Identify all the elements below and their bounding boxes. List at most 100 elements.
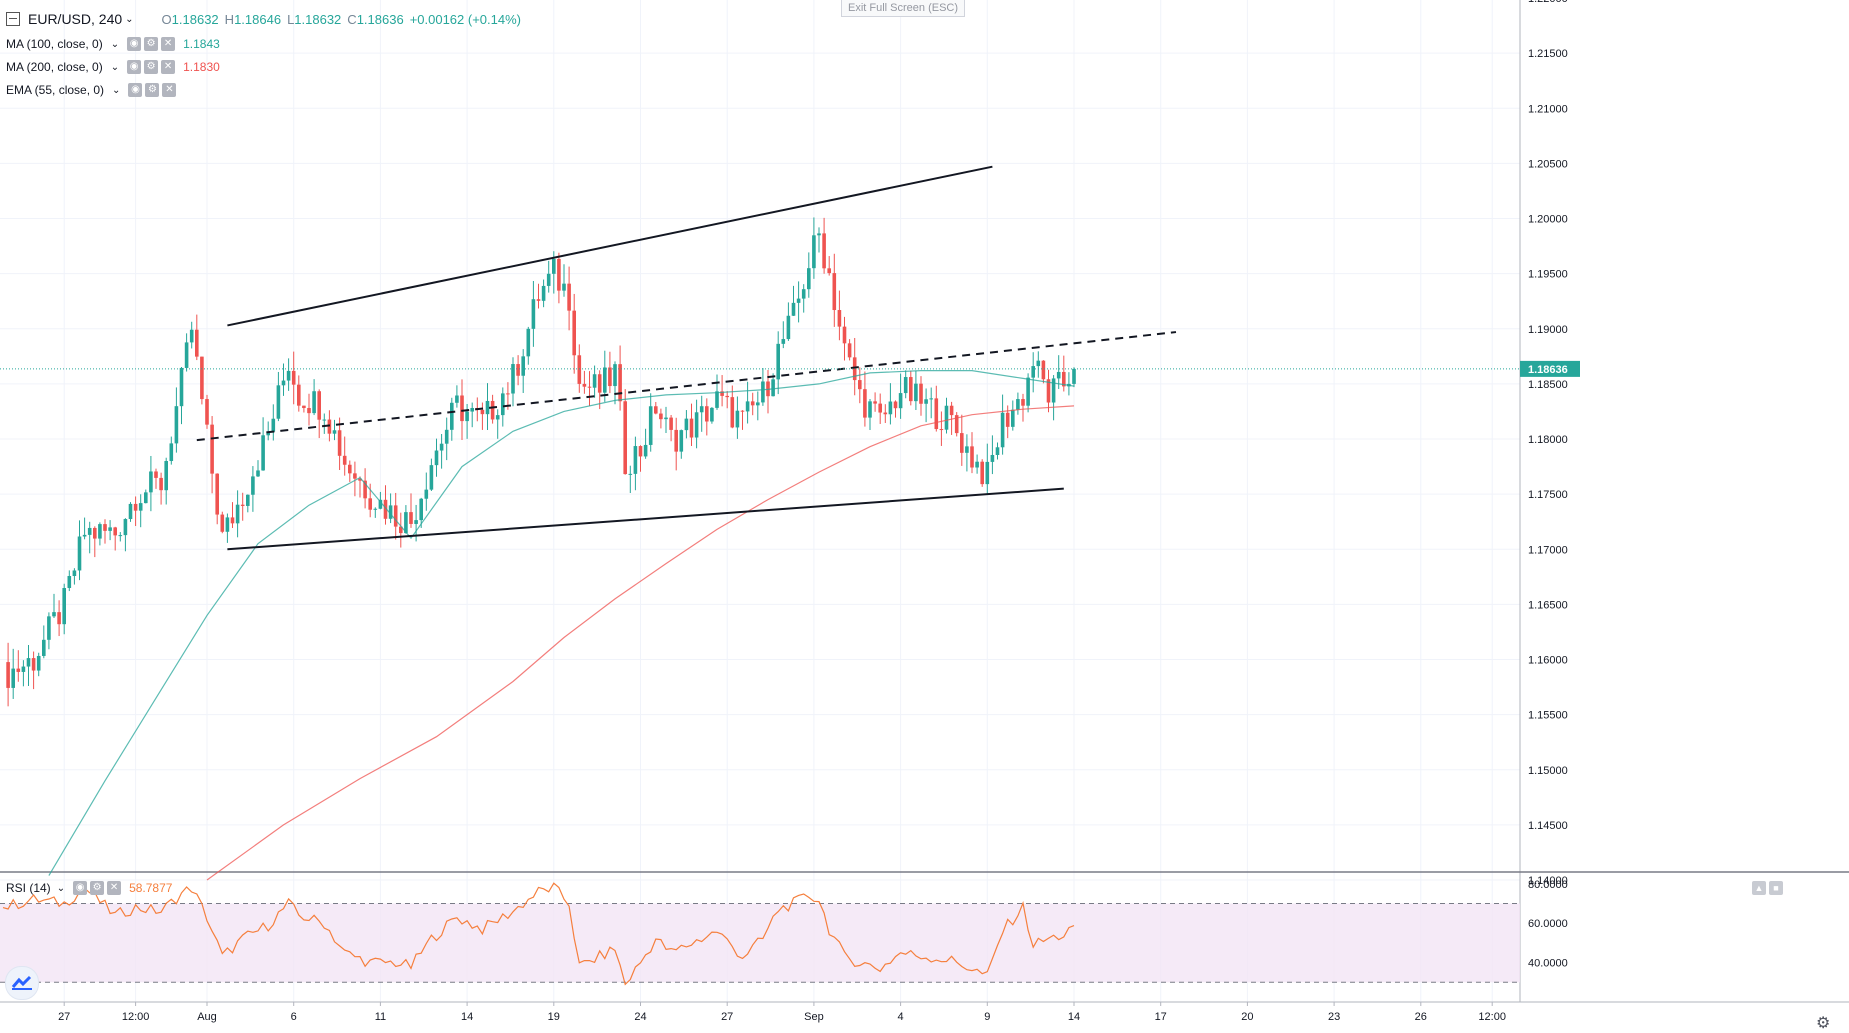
x-tick-label: 9: [984, 1011, 990, 1023]
candle-body: [144, 492, 148, 504]
candle-body: [654, 406, 658, 414]
candle-body: [761, 381, 765, 403]
candle-body: [970, 446, 974, 468]
candle-body: [949, 405, 954, 416]
candle-body: [531, 299, 536, 329]
chart-legend: EUR/USD , 240 ⌄ O1.18632 H1.18646 L1.186…: [0, 0, 760, 105]
candle-body: [266, 431, 270, 436]
candle-body: [31, 658, 36, 671]
candle-body: [1000, 412, 1005, 448]
gear-icon[interactable]: ⚙: [1816, 1015, 1831, 1032]
chevron-down-icon[interactable]: ⌄: [125, 13, 134, 25]
candle-body: [801, 289, 806, 299]
x-tick-label: 11: [375, 1011, 386, 1023]
candle-body: [863, 389, 867, 418]
rsi-tick-label: 40.0000: [1528, 958, 1568, 970]
eye-icon[interactable]: ◉: [127, 37, 142, 51]
indicator-ema55[interactable]: EMA (55, close, 0) ⌄ ◉ ⚙ ✕: [6, 81, 184, 99]
candle-body: [858, 380, 862, 390]
x-tick-label: 23: [1328, 1011, 1340, 1023]
close-icon[interactable]: ✕: [161, 60, 176, 74]
close-icon[interactable]: ✕: [162, 83, 177, 97]
settings-icon[interactable]: ⚙: [144, 60, 159, 74]
symbol-collapse-icon[interactable]: [6, 12, 20, 26]
chevron-down-icon[interactable]: ⌄: [110, 38, 120, 50]
candle-body: [674, 429, 678, 452]
candle-body: [903, 377, 908, 394]
candle-body: [450, 402, 454, 430]
rsi-value: 58.7877: [129, 881, 173, 895]
candle-body: [62, 587, 66, 625]
candle-body: [57, 612, 61, 625]
candle-body: [179, 367, 184, 407]
candle-body: [210, 424, 214, 474]
candle-body: [720, 391, 724, 396]
candle-body: [281, 380, 286, 386]
candle-body: [771, 379, 775, 397]
pane-up-icon[interactable]: ▲: [1752, 881, 1766, 895]
candle-body: [169, 443, 174, 462]
candle-body: [1011, 409, 1015, 427]
x-tick-label: 20: [1241, 1011, 1253, 1023]
indicator-ma200[interactable]: MA (200, close, 0) ⌄ ◉ ⚙ ✕ 1.1830: [6, 58, 220, 76]
x-tick-label: 27: [721, 1011, 733, 1023]
candle-body: [909, 377, 913, 402]
symbol-interval[interactable]: 240: [98, 11, 123, 27]
indicator-ma100[interactable]: MA (100, close, 0) ⌄ ◉ ⚙ ✕ 1.1843: [6, 35, 220, 53]
y-tick-label: 1.16500: [1528, 599, 1568, 611]
candle-body: [42, 639, 46, 656]
settings-icon[interactable]: ⚙: [145, 83, 160, 97]
candle-body: [679, 430, 684, 452]
y-tick-label: 1.21500: [1528, 48, 1568, 60]
y-tick-label: 1.22000: [1528, 0, 1568, 5]
candle-body: [11, 668, 15, 688]
candle-body: [827, 268, 831, 274]
candle-body: [710, 407, 714, 422]
candle-body: [399, 526, 403, 534]
exit-fullscreen-button[interactable]: Exit Full Screen (ESC): [841, 0, 965, 17]
symbol-name[interactable]: EUR/USD: [28, 11, 92, 27]
candle-body: [149, 471, 153, 493]
candle-body: [939, 429, 944, 431]
candle-body: [47, 616, 51, 640]
tradingview-logo-icon[interactable]: [5, 966, 39, 1000]
settings-icon[interactable]: ⚙: [144, 37, 159, 51]
candle-body: [990, 454, 995, 462]
y-tick-label: 1.19000: [1528, 324, 1568, 336]
candle-body: [52, 612, 56, 617]
y-tick-label: 1.15500: [1528, 710, 1568, 722]
chevron-down-icon[interactable]: ⌄: [110, 61, 120, 73]
candle-body: [261, 435, 265, 471]
close-icon[interactable]: ✕: [161, 37, 176, 51]
candle-body: [215, 473, 219, 515]
candle-body: [873, 401, 877, 404]
pane-delete-icon[interactable]: ■: [1769, 881, 1783, 895]
y-tick-label: 1.17500: [1528, 489, 1568, 501]
ma200-line: [206, 405, 1075, 881]
candle-body: [796, 298, 801, 303]
candle-body: [613, 364, 617, 387]
candle-body: [567, 283, 571, 311]
chevron-down-icon[interactable]: ⌄: [112, 84, 121, 96]
candle-body: [225, 517, 230, 532]
settings-icon[interactable]: ⚙: [90, 881, 105, 895]
indicator-name: MA (200, close, 0): [6, 60, 103, 74]
candle-body: [965, 446, 969, 453]
eye-icon[interactable]: ◉: [128, 83, 143, 97]
candle-body: [847, 343, 852, 358]
rsi-legend[interactable]: RSI (14) ⌄ ◉ ⚙ ✕ 58.7877: [6, 879, 172, 897]
candle-body: [919, 383, 923, 404]
candle-body: [16, 668, 21, 672]
eye-icon[interactable]: ◉: [73, 881, 88, 895]
candle-body: [184, 342, 189, 368]
candle-body: [837, 310, 842, 327]
candle-body: [174, 406, 179, 444]
candle-body: [914, 383, 918, 402]
chevron-down-icon[interactable]: ⌄: [56, 882, 66, 894]
candle-body: [138, 503, 143, 511]
candle-body: [164, 461, 168, 491]
candle-body: [511, 364, 515, 394]
eye-icon[interactable]: ◉: [127, 60, 142, 74]
close-icon[interactable]: ✕: [107, 881, 122, 895]
